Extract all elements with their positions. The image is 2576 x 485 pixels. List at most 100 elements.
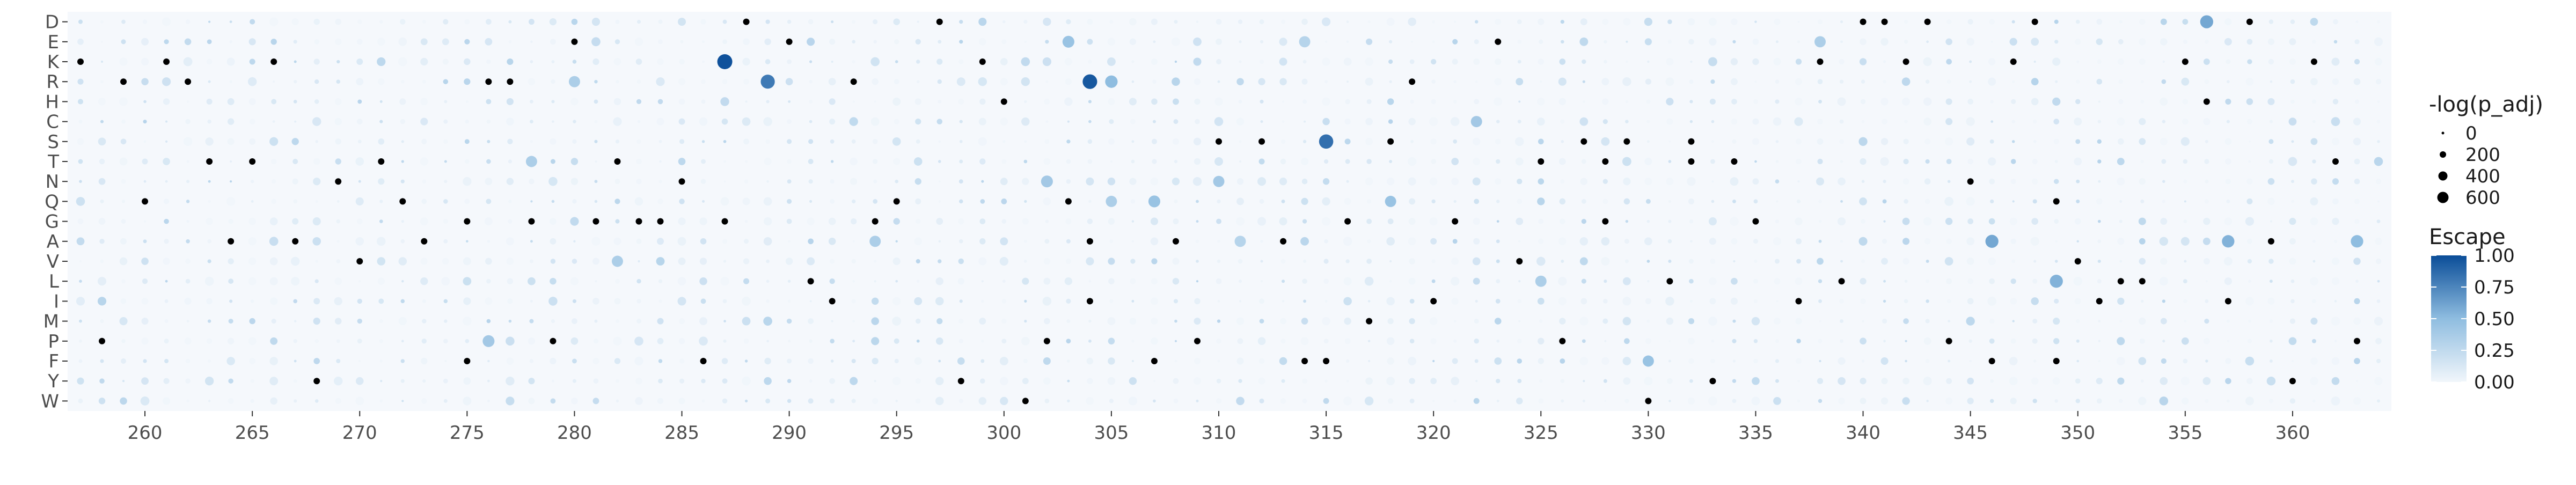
dot (422, 319, 427, 324)
dot (959, 40, 963, 44)
dot (1001, 299, 1007, 304)
dot (893, 218, 900, 225)
dot (1990, 40, 1993, 43)
dot (1967, 19, 1973, 25)
dot (2033, 60, 2036, 63)
dot (2011, 259, 2016, 263)
dot-na (163, 58, 170, 65)
dot (1174, 199, 1178, 203)
dot-na (2182, 58, 2189, 65)
dot (1151, 318, 1158, 325)
dot (1001, 219, 1007, 224)
dot (1861, 259, 1865, 263)
dot (1773, 318, 1781, 325)
dot (2074, 117, 2082, 126)
dot (1561, 399, 1564, 403)
dot (79, 339, 82, 343)
dot (2354, 58, 2360, 65)
dot (272, 120, 275, 123)
dot (2031, 297, 2039, 305)
dot (1708, 396, 1717, 406)
dot (1818, 299, 1822, 303)
dot (315, 260, 319, 263)
dot (121, 119, 126, 124)
dot (2310, 197, 2318, 205)
dot (1538, 178, 1545, 185)
dot (1883, 79, 1886, 84)
dot (1495, 178, 1502, 185)
dot (2247, 259, 2252, 264)
dot (2117, 238, 2125, 245)
dot-na (2139, 278, 2146, 285)
dot (1408, 357, 1417, 365)
dot (2224, 277, 2232, 285)
dot (1322, 217, 1331, 226)
dot (892, 257, 901, 266)
dot (1194, 318, 1201, 325)
dot (2289, 58, 2296, 65)
dot (981, 280, 984, 283)
dot (852, 240, 855, 243)
dot (1732, 339, 1737, 343)
dot (1001, 318, 1007, 324)
color-legend-label: 1.00 (2474, 245, 2515, 267)
dot (529, 259, 533, 263)
dot (1216, 398, 1222, 404)
dot (1475, 20, 1479, 24)
dot (1344, 338, 1351, 344)
dot-na (1516, 258, 1523, 264)
dot (1109, 399, 1114, 403)
x-tick-label: 290 (772, 422, 807, 444)
dot (614, 278, 620, 284)
dot (1840, 319, 1843, 324)
dot (444, 359, 447, 363)
dot-na (1709, 378, 1716, 385)
dot (1346, 40, 1349, 43)
dot (1711, 120, 1715, 123)
dot (1687, 177, 1696, 186)
dot (1966, 317, 1975, 326)
dot (1945, 397, 1953, 405)
dot (1045, 80, 1049, 83)
dot (2054, 40, 2059, 44)
dot (1216, 218, 1221, 224)
dot (1000, 396, 1008, 406)
dot (1944, 257, 1953, 266)
dot (979, 158, 986, 165)
dot (1279, 217, 1287, 226)
dot (207, 319, 211, 323)
dot (2375, 179, 2382, 185)
x-tick-label: 275 (450, 422, 485, 444)
dot (894, 358, 899, 364)
dot (615, 319, 619, 324)
dot (1839, 119, 1844, 124)
y-tick-label: L (49, 271, 59, 292)
dot (1710, 79, 1715, 84)
dot (398, 317, 407, 326)
dot (570, 98, 579, 106)
dot (657, 398, 664, 405)
x-tick-label: 315 (1309, 422, 1344, 444)
dot (721, 358, 728, 364)
dot (2161, 159, 2167, 164)
dot (248, 38, 256, 46)
dot (1775, 219, 1780, 224)
dot (892, 377, 901, 386)
dot (548, 297, 558, 306)
dot (1990, 120, 1994, 123)
dot (766, 180, 769, 183)
dot (2331, 117, 2340, 126)
dot (143, 140, 147, 143)
dot (699, 317, 708, 326)
dot (422, 20, 426, 24)
dot (207, 39, 212, 45)
dot (2246, 378, 2253, 384)
dot (2076, 60, 2080, 63)
dot (76, 237, 85, 246)
dot-highlight (568, 76, 580, 87)
dot (120, 397, 127, 405)
dot (550, 357, 557, 365)
dot (1453, 99, 1457, 104)
dot (358, 180, 361, 183)
dot (1966, 38, 1974, 46)
